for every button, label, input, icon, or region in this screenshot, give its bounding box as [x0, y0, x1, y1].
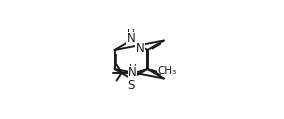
Text: N: N	[128, 66, 137, 79]
Text: H: H	[129, 64, 137, 74]
Text: N: N	[135, 42, 144, 55]
Text: CH₃: CH₃	[157, 66, 176, 76]
Text: N: N	[127, 32, 135, 45]
Text: H: H	[127, 29, 135, 39]
Text: S: S	[127, 79, 135, 92]
